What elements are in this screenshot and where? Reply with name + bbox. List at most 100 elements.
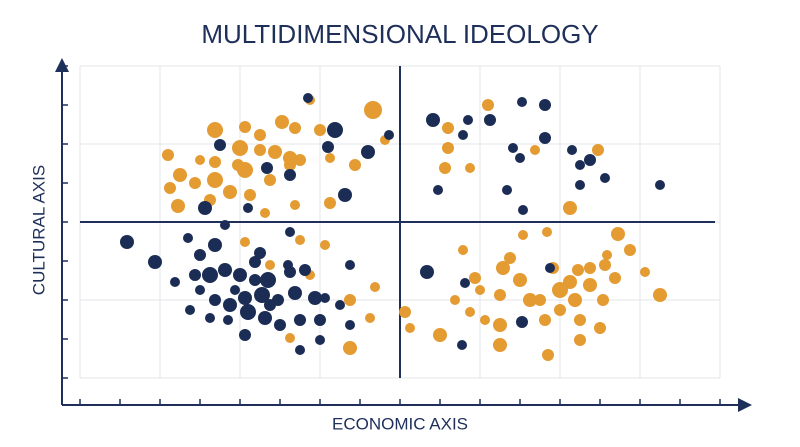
- axes: [55, 58, 752, 412]
- point: [361, 145, 375, 159]
- point: [480, 315, 490, 325]
- point: [568, 293, 582, 307]
- point: [320, 293, 330, 303]
- point: [594, 322, 606, 334]
- point: [327, 122, 343, 138]
- point: [602, 250, 612, 260]
- point: [308, 291, 322, 305]
- point: [264, 174, 276, 186]
- point: [534, 294, 546, 306]
- point: [439, 162, 451, 174]
- point: [185, 305, 195, 315]
- point: [314, 314, 326, 326]
- point: [365, 313, 375, 323]
- point: [239, 329, 251, 341]
- point: [433, 328, 447, 342]
- point: [592, 144, 604, 156]
- point: [460, 278, 470, 288]
- point: [240, 304, 256, 320]
- point: [450, 295, 460, 305]
- point: [254, 144, 266, 156]
- point: [285, 227, 295, 237]
- point: [508, 143, 518, 153]
- point: [493, 318, 507, 332]
- point: [496, 261, 510, 275]
- point: [457, 340, 467, 350]
- point: [283, 260, 293, 270]
- point: [575, 160, 585, 170]
- point: [284, 159, 296, 171]
- point: [475, 285, 485, 295]
- point: [243, 203, 253, 213]
- point: [494, 289, 506, 301]
- point: [583, 278, 597, 292]
- point: [268, 145, 282, 159]
- point: [335, 300, 345, 310]
- point: [370, 282, 380, 292]
- point: [198, 201, 212, 215]
- point: [345, 320, 355, 330]
- point: [264, 299, 276, 311]
- point: [484, 114, 496, 126]
- point: [244, 189, 256, 201]
- point: [384, 130, 394, 140]
- point: [208, 238, 222, 252]
- point: [274, 319, 286, 331]
- point: [183, 233, 193, 243]
- point: [299, 264, 311, 276]
- point: [315, 335, 325, 345]
- point: [574, 334, 586, 346]
- point: [238, 291, 252, 305]
- point: [442, 122, 454, 134]
- point: [567, 145, 577, 155]
- point: [207, 172, 223, 188]
- y-axis-label: CULTURAL AXIS: [29, 165, 48, 295]
- point: [542, 349, 554, 361]
- point: [260, 208, 270, 218]
- point: [513, 273, 527, 287]
- point: [599, 259, 611, 271]
- point: [655, 180, 665, 190]
- point: [254, 247, 266, 259]
- point: [552, 282, 568, 298]
- point: [349, 159, 361, 171]
- point: [597, 294, 609, 306]
- point: [405, 323, 415, 333]
- point: [530, 145, 540, 155]
- point: [164, 182, 176, 194]
- point: [539, 132, 551, 144]
- point: [265, 260, 275, 270]
- point: [189, 177, 201, 189]
- x-axis-label: ECONOMIC AXIS: [332, 414, 468, 433]
- point: [232, 159, 244, 171]
- point: [254, 287, 270, 303]
- point: [364, 101, 382, 119]
- point: [426, 113, 440, 127]
- point: [303, 93, 313, 103]
- point: [399, 306, 411, 318]
- point: [563, 201, 577, 215]
- point: [465, 307, 475, 317]
- point: [294, 154, 306, 166]
- point: [202, 267, 218, 283]
- point: [239, 121, 251, 133]
- point: [289, 122, 301, 134]
- x-arrow: [738, 398, 752, 412]
- point: [223, 298, 237, 312]
- point: [493, 338, 507, 352]
- point: [207, 122, 223, 138]
- point: [230, 285, 240, 295]
- point: [545, 263, 555, 273]
- point: [539, 314, 551, 326]
- point: [285, 333, 295, 343]
- point: [173, 168, 187, 182]
- point: [502, 185, 512, 195]
- point: [572, 264, 584, 276]
- point: [189, 269, 201, 281]
- point: [194, 249, 206, 261]
- point: [343, 341, 357, 355]
- point: [233, 268, 247, 282]
- point: [249, 274, 261, 286]
- point: [120, 235, 134, 249]
